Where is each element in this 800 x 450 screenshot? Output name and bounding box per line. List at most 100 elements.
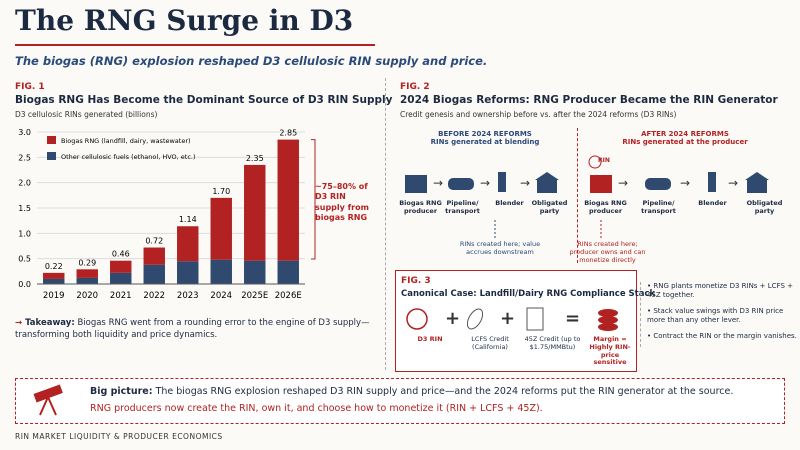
bullets: • RNG plants monetize D3 RINs + LCFS + 4… — [640, 282, 797, 348]
note: RINs created here; value accrues downstr… — [459, 240, 541, 257]
telescope-icon — [33, 384, 63, 416]
arrow: → — [728, 176, 739, 190]
y-tick-label: 1.5 — [18, 204, 31, 213]
big-picture-text: The biogas RNG explosion reshaped D3 RIN… — [155, 386, 734, 397]
chart-title: Biogas RNG Has Become the Dominant Sourc… — [15, 94, 393, 106]
operator: + — [500, 308, 516, 329]
bullet: • RNG plants monetize D3 RINs + LCFS + 4… — [647, 282, 793, 300]
arrow: → — [520, 176, 531, 190]
y-tick-label: 2.0 — [18, 179, 31, 188]
y-tick-label: 0.5 — [18, 255, 31, 264]
node-label: Obligated party — [746, 199, 783, 215]
big-picture-box — [15, 378, 785, 424]
x-tick-label: 2024 — [210, 291, 232, 301]
title: The RNG Surge in D3 — [15, 4, 354, 37]
y-tick-label: 0.0 — [18, 280, 31, 289]
stack-item: D3 RIN — [417, 335, 443, 343]
underline — [15, 44, 375, 46]
stack-icons — [406, 307, 618, 331]
total-label: 1.70 — [212, 187, 230, 196]
stack-item: 45Z Credit (up to $1.75/MMBtu) — [524, 335, 581, 351]
bar-segment — [43, 272, 65, 279]
fig3-box — [395, 270, 637, 372]
chart: 0.0 0.5 1.0 1.5 2.0 2.5 3.0 0.22 2019 0.29 2020 0.4… — [18, 128, 316, 301]
total-label: 0.46 — [112, 250, 130, 259]
node-label: Blender — [698, 199, 727, 207]
node-label: Obligated party — [531, 199, 568, 215]
operator: = — [565, 308, 581, 329]
y-tick-label: 2.5 — [18, 153, 31, 162]
node-label: Biogas RNG producer — [584, 199, 627, 215]
total-label: 0.29 — [78, 258, 96, 267]
arrow: → — [433, 176, 444, 190]
total-label: 2.35 — [246, 154, 264, 163]
heading: BEFORE 2024 REFORMS RINs generated at ble… — [400, 130, 570, 146]
bar-segment — [210, 197, 232, 260]
bar-segment — [277, 260, 299, 284]
bar-segment — [43, 278, 65, 284]
node-label: Blender — [495, 199, 524, 207]
bar-segment — [110, 260, 132, 273]
divider — [577, 128, 578, 263]
annotation: ~75–80% of D3 RIN supply from biogas RNG — [315, 182, 369, 223]
x-tick-label: 2019 — [43, 291, 65, 301]
heading-sub: RINs generated at the producer — [622, 138, 748, 146]
heading-text: AFTER 2024 REFORMS — [641, 130, 729, 138]
big-picture-label: Big picture: — [90, 386, 153, 397]
bar-segment — [76, 277, 98, 284]
arrow: → — [618, 176, 629, 190]
bar-segment — [210, 259, 232, 284]
x-tick-label: 2020 — [76, 291, 98, 301]
legend-label: Other cellulosic fuels (ethanol, HVO, et… — [61, 153, 196, 161]
stack-item: Margin = Highly RIN-price sensitive — [589, 335, 631, 367]
note: RINs created here; producer owns and can… — [569, 240, 646, 265]
y-tick-label: 1.0 — [18, 229, 31, 238]
fig-title: 2024 Biogas Reforms: RNG Producer Became… — [400, 94, 778, 106]
arrow: → — [480, 176, 491, 190]
total-label: 0.72 — [145, 237, 163, 246]
bullet: • Stack value swings with D3 RIN price m… — [647, 306, 784, 325]
divider — [385, 78, 386, 370]
big-picture-text2: RNG producers now create the RIN, own it… — [90, 403, 543, 414]
heading-text: BEFORE 2024 REFORMS — [438, 130, 532, 138]
legend-label: Biogas RNG (landfill, dairy, wastewater) — [61, 137, 191, 145]
fig-title: Canonical Case: Landfill/Dairy RNG Compl… — [401, 289, 656, 299]
legend-swatch — [47, 136, 56, 144]
bar-segment — [177, 226, 199, 262]
bar-segment — [177, 261, 199, 284]
y-tick-label: 3.0 — [18, 128, 31, 137]
total-label: 2.85 — [279, 129, 297, 138]
operator: + — [445, 308, 461, 329]
footer: RIN MARKET LIQUIDITY & PRODUCER ECONOMIC… — [15, 432, 223, 441]
fig-label: FIG. 3 — [401, 276, 431, 286]
fig-label: FIG. 1 — [15, 82, 45, 92]
heading: AFTER 2024 REFORMS RINs generated at the … — [585, 130, 785, 146]
takeaway-text: Biogas RNG went from a rounding error to… — [15, 318, 370, 340]
total-label: 0.22 — [45, 262, 63, 271]
x-tick-label: 2023 — [177, 291, 199, 301]
bar-segment — [110, 272, 132, 284]
takeaway: → Takeaway: Biogas RNG went from a round… — [15, 318, 370, 340]
bullet: • Contract the RIN or the margin vanishe… — [647, 331, 797, 340]
fig-label: FIG. 2 — [400, 82, 430, 92]
fig-subtitle: Credit genesis and ownership before vs. … — [400, 110, 677, 119]
node-label: Biogas RNG producer — [399, 199, 442, 215]
chart-subtitle: D3 cellulosic RINs generated (billions) — [15, 110, 158, 119]
bracket — [311, 139, 316, 260]
node-label: Pipeline/ transport — [641, 199, 676, 215]
bar-segment — [143, 247, 165, 265]
big-picture: Big picture: The biogas RNG explosion re… — [90, 386, 733, 397]
subtitle: The biogas (RNG) explosion reshaped D3 c… — [15, 54, 488, 68]
badge: RIN — [598, 157, 610, 164]
bar-segment — [244, 260, 266, 284]
takeaway-label: Takeaway: — [25, 318, 75, 328]
arrow: → — [680, 176, 691, 190]
bar-segment — [76, 269, 98, 278]
bar-segment — [277, 139, 299, 261]
x-tick-label: 2026E — [275, 291, 302, 301]
heading-sub: RINs generated at blending — [430, 138, 540, 146]
bar-segment — [143, 264, 165, 284]
x-tick-label: 2021 — [110, 291, 132, 301]
legend-swatch — [47, 152, 56, 160]
